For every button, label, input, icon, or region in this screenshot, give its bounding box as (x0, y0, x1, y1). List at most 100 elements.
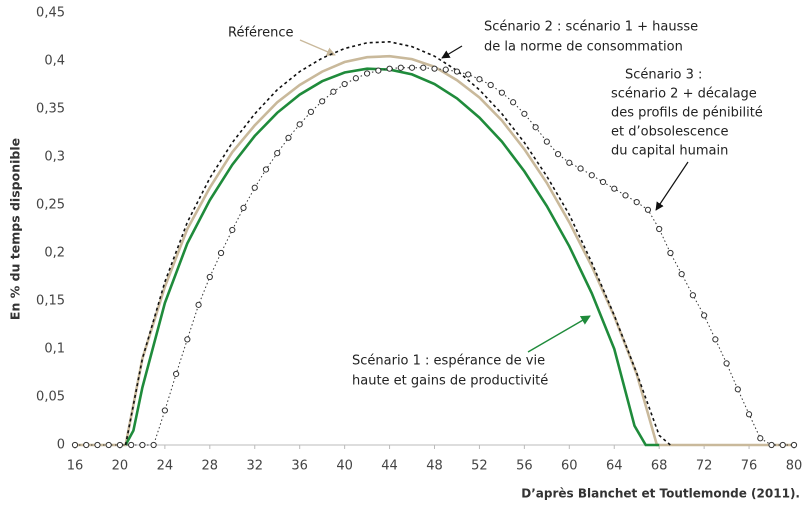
marker (622, 192, 629, 199)
marker (768, 441, 775, 449)
marker (341, 80, 348, 88)
marker (611, 185, 618, 192)
x-tick-label: 40 (336, 459, 353, 474)
y-axis-label: En % du temps disponible (8, 138, 23, 320)
marker (408, 64, 416, 71)
y-tick-label: 0,4 (44, 54, 65, 69)
source: D’après Blanchet et Toutlemonde (2011). (521, 487, 800, 501)
marker (251, 184, 258, 191)
x-tick-label: 72 (696, 459, 713, 474)
marker (599, 178, 607, 186)
annotation: scénario 2 + décalage (611, 87, 757, 102)
marker (577, 165, 584, 172)
marker (352, 75, 359, 82)
marker (150, 441, 157, 449)
x-tick-label: 20 (112, 459, 129, 474)
marker (465, 71, 472, 78)
arrow (299, 39, 336, 56)
x-tick-label: 48 (426, 459, 443, 474)
y-tick-label: 0 (57, 438, 65, 453)
marker (307, 108, 315, 115)
x-tick-label: 28 (202, 459, 219, 474)
marker (566, 159, 573, 166)
marker (498, 89, 506, 96)
marker (779, 441, 786, 449)
marker (296, 121, 303, 128)
series-line (124, 67, 660, 447)
marker (274, 150, 281, 157)
y-tick-label: 0,35 (36, 102, 65, 117)
marker (633, 199, 640, 206)
x-tick-label: 16 (67, 459, 84, 474)
x-tick-label: 44 (381, 459, 398, 474)
annotation: Scénario 3 : (625, 68, 702, 83)
marker (453, 68, 461, 75)
x-tick-label: 68 (651, 459, 668, 474)
marker (667, 249, 674, 257)
y-tick-label: 0,05 (36, 390, 65, 405)
marker (543, 138, 550, 145)
marker (285, 134, 292, 141)
marker (487, 81, 494, 89)
marker (510, 99, 517, 106)
marker (139, 441, 146, 449)
series-line (124, 40, 671, 446)
marker (206, 273, 213, 281)
annotation: du capital humain (611, 144, 728, 159)
marker (397, 64, 404, 71)
marker (217, 249, 225, 257)
marker (521, 110, 528, 117)
marker (83, 441, 90, 449)
marker (173, 370, 180, 378)
y-tick-label: 0,15 (36, 294, 65, 309)
marker (94, 441, 101, 449)
annotation: haute et gains de productivité (352, 374, 548, 389)
marker (723, 360, 730, 367)
marker (240, 204, 247, 211)
arrow (527, 315, 591, 353)
marker (195, 301, 202, 308)
marker (689, 292, 696, 299)
marker (734, 386, 741, 393)
marker (757, 435, 764, 442)
x-tick-label: 32 (246, 459, 263, 474)
marker (532, 124, 539, 131)
annotation: Scénario 1 : espérance de vie (352, 354, 545, 369)
x-tick-label: 52 (471, 459, 488, 474)
marker (105, 441, 112, 449)
arrow (655, 161, 689, 211)
x-tick-label: 24 (157, 459, 174, 474)
x-tick-label: 60 (561, 459, 578, 474)
y-tick-label: 0,1 (44, 342, 65, 357)
annotation: des profils de pénibilité (611, 106, 763, 121)
marker (262, 166, 270, 173)
x-tick-label: 76 (741, 459, 758, 474)
marker (319, 98, 326, 105)
annotation: de la norme de consommation (484, 40, 683, 55)
y-tick-label: 0,25 (36, 198, 65, 213)
marker (678, 271, 685, 278)
marker (656, 225, 663, 233)
marker (712, 336, 719, 343)
arrow (441, 45, 463, 59)
x-tick-label: 64 (606, 459, 623, 474)
marker (161, 407, 168, 414)
marker (386, 65, 393, 72)
marker (420, 64, 427, 71)
series-line (75, 54, 794, 447)
annotation: et d’obsolescence (611, 125, 728, 140)
marker (184, 336, 191, 343)
marker (701, 312, 708, 319)
marker (431, 65, 438, 72)
marker (644, 206, 652, 213)
y-tick-label: 0,3 (44, 150, 65, 165)
marker (229, 226, 236, 234)
x-tick-label: 80 (786, 459, 803, 474)
annotation: Référence (228, 26, 293, 41)
y-tick-label: 0,45 (36, 6, 65, 21)
marker (790, 441, 798, 449)
marker (375, 67, 382, 74)
marker (363, 70, 371, 77)
y-tick-label: 0,2 (44, 246, 65, 261)
